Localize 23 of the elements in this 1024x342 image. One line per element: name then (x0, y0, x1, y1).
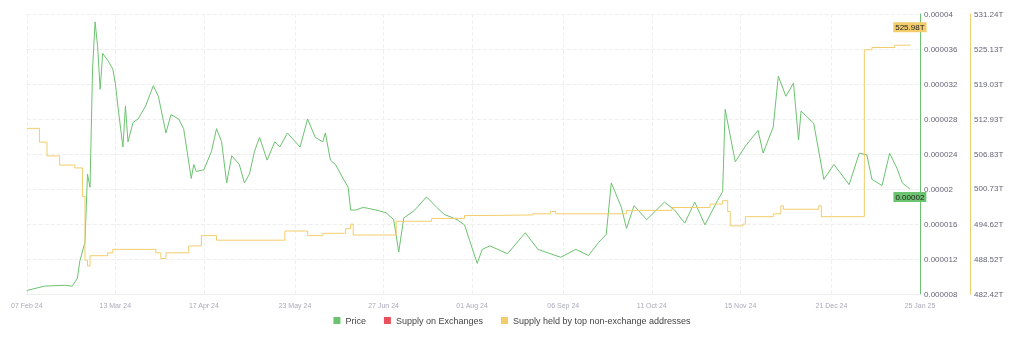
y-tick-label: 0.000012 (924, 254, 958, 264)
y2-tick-label: 506.83T (974, 149, 1004, 159)
y2-tick-label: 482.42T (974, 289, 1004, 299)
y2-tick-label: 512.93T (974, 114, 1004, 124)
y-tick-label: 0.000036 (924, 44, 958, 54)
y-tick-label: 0.000024 (924, 149, 958, 159)
y-tick-label: 0.000016 (924, 219, 958, 229)
y2-tick-label: 500.73T (974, 184, 1004, 194)
legend-label: Price (345, 315, 366, 326)
data-label: 0.00002 (895, 192, 925, 202)
y2-tick-label: 494.62T (974, 219, 1004, 229)
y2-tick-label: 488.52T (974, 254, 1004, 264)
y2-tick-label: 519.03T (974, 79, 1004, 89)
y-tick-label: 0.000032 (924, 79, 958, 89)
y2-tick-label: 525.13T (974, 44, 1004, 54)
y-tick-label: 0.000028 (924, 114, 958, 124)
y2-tick-label: 531.24T (974, 9, 1004, 19)
legend-label: Supply held by top non-exchange addresses (512, 315, 692, 326)
y-tick-label: 0.00004 (924, 9, 954, 19)
legend-label: Supply on Exchanges (395, 315, 484, 326)
y-tick-label: 0.00002 (924, 184, 954, 194)
y-tick-label: 0.000008 (924, 289, 958, 299)
data-label: 525.98T (895, 22, 925, 32)
